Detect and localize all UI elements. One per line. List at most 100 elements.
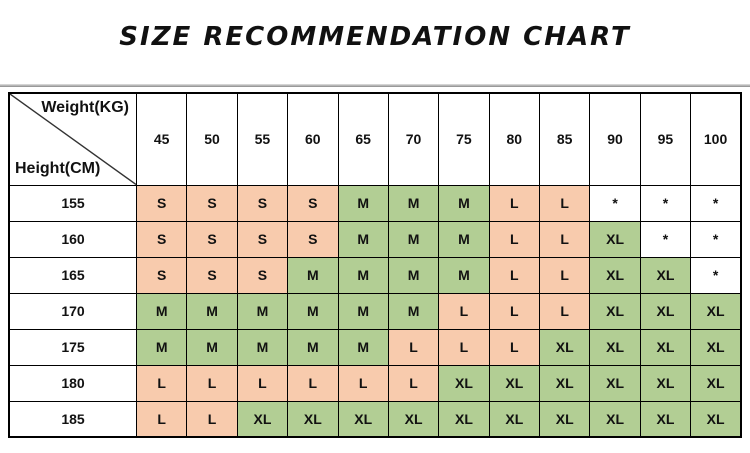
size-cell: XL	[639, 400, 692, 438]
size-cell-none: *	[589, 184, 641, 222]
weight-column-header: 90	[589, 92, 641, 186]
size-cell: L	[135, 400, 188, 438]
weight-column-header: 55	[236, 92, 289, 186]
size-cell: XL	[438, 364, 490, 402]
weight-column-header: 75	[438, 92, 490, 186]
size-cell: L	[488, 220, 541, 258]
size-cell: XL	[690, 328, 742, 366]
table-head: Weight(KG) Height(CM) 45 50 55 60 65 70 75 80 85…	[8, 92, 742, 186]
table-row: 170 M M M M M M L L L XL XL XL	[8, 292, 742, 330]
size-cell: XL	[690, 400, 742, 438]
weight-axis-label: Weight(KG)	[41, 99, 129, 116]
table-row: 180 L L L L L L XL XL XL XL XL XL	[8, 364, 742, 402]
table-row: 185 L L XL XL XL XL XL XL XL XL XL XL	[8, 400, 742, 438]
weight-column-header: 80	[488, 92, 541, 186]
size-cell: XL	[639, 364, 692, 402]
corner-cell: Weight(KG) Height(CM)	[8, 92, 137, 186]
table-row: 165 S S S M M M M L L XL XL *	[8, 256, 742, 294]
height-row-header: 170	[8, 292, 137, 330]
size-cell: L	[287, 364, 339, 402]
weight-column-header: 45	[135, 92, 188, 186]
height-row-header: 160	[8, 220, 137, 258]
size-cell: XL	[236, 400, 289, 438]
size-cell: S	[135, 256, 188, 294]
size-cell: M	[387, 256, 440, 294]
size-cell: XL	[538, 328, 591, 366]
size-cell: L	[488, 184, 541, 222]
height-axis-label: Height(CM)	[15, 159, 101, 177]
size-cell: L	[236, 364, 289, 402]
size-cell: XL	[287, 400, 339, 438]
size-cell: S	[236, 184, 289, 222]
size-cell: XL	[589, 364, 641, 402]
size-table: Weight(KG) Height(CM) 45 50 55 60 65 70 75 80 85…	[8, 92, 742, 438]
weight-column-header: 60	[287, 92, 339, 186]
weight-column-header: 50	[186, 92, 238, 186]
height-row-header: 185	[8, 400, 137, 438]
header-row: Weight(KG) Height(CM) 45 50 55 60 65 70 75 80 85…	[8, 92, 742, 186]
size-cell: L	[387, 364, 440, 402]
size-cell: XL	[387, 400, 440, 438]
size-cell: L	[538, 256, 591, 294]
diagonal-line-icon	[10, 94, 136, 184]
height-row-header: 175	[8, 328, 137, 366]
size-cell: M	[236, 292, 289, 330]
size-cell: XL	[690, 364, 742, 402]
size-cell: S	[186, 184, 238, 222]
size-cell: L	[488, 292, 541, 330]
weight-column-header: 100	[690, 92, 742, 186]
size-cell: L	[438, 328, 490, 366]
size-cell: M	[337, 256, 389, 294]
size-cell: L	[337, 364, 389, 402]
size-cell: L	[135, 364, 188, 402]
size-cell: M	[186, 328, 238, 366]
size-cell-none: *	[690, 220, 742, 258]
height-row-header: 165	[8, 256, 137, 294]
size-cell: XL	[488, 364, 541, 402]
size-cell: S	[236, 220, 289, 258]
size-cell: S	[287, 220, 339, 258]
size-cell: S	[236, 256, 289, 294]
size-cell: M	[135, 292, 188, 330]
size-cell: XL	[589, 256, 641, 294]
size-cell: S	[287, 184, 339, 222]
size-cell: L	[186, 364, 238, 402]
size-cell: M	[387, 184, 440, 222]
size-cell: M	[236, 328, 289, 366]
size-cell-none: *	[639, 184, 692, 222]
size-cell: L	[488, 328, 541, 366]
title-divider	[0, 84, 750, 87]
size-cell: L	[538, 184, 591, 222]
size-cell: M	[337, 292, 389, 330]
size-cell: M	[438, 220, 490, 258]
size-cell: XL	[488, 400, 541, 438]
table-row: 175 M M M M M L L L XL XL XL XL	[8, 328, 742, 366]
size-cell: XL	[639, 328, 692, 366]
size-cell: L	[538, 292, 591, 330]
size-cell: L	[538, 220, 591, 258]
size-cell: M	[387, 292, 440, 330]
size-cell: M	[337, 220, 389, 258]
size-cell: S	[186, 256, 238, 294]
size-cell: XL	[639, 256, 692, 294]
size-cell: XL	[589, 328, 641, 366]
size-cell: M	[287, 292, 339, 330]
size-cell: XL	[589, 400, 641, 438]
weight-column-header: 95	[639, 92, 692, 186]
size-cell: M	[387, 220, 440, 258]
size-cell: L	[186, 400, 238, 438]
height-row-header: 180	[8, 364, 137, 402]
size-cell: XL	[538, 400, 591, 438]
height-row-header: 155	[8, 184, 137, 222]
size-cell: XL	[639, 292, 692, 330]
size-cell: M	[135, 328, 188, 366]
size-cell-none: *	[690, 256, 742, 294]
size-cell: M	[337, 184, 389, 222]
size-cell: M	[337, 328, 389, 366]
size-cell: XL	[589, 220, 641, 258]
size-cell: XL	[589, 292, 641, 330]
size-cell: L	[387, 328, 440, 366]
size-cell: XL	[337, 400, 389, 438]
size-cell: M	[287, 328, 339, 366]
